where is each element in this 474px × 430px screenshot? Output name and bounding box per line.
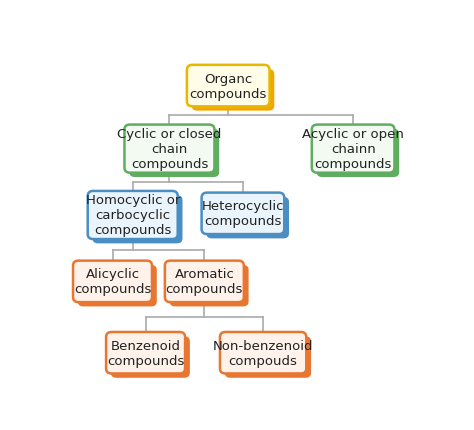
FancyBboxPatch shape (225, 337, 311, 378)
FancyBboxPatch shape (92, 196, 182, 244)
FancyBboxPatch shape (201, 193, 284, 234)
FancyBboxPatch shape (73, 261, 152, 302)
FancyBboxPatch shape (78, 265, 157, 307)
FancyBboxPatch shape (165, 261, 244, 302)
Text: Non-benzenoid
compouds: Non-benzenoid compouds (213, 339, 313, 367)
Text: Heterocyclic
compounds: Heterocyclic compounds (201, 200, 284, 228)
Text: Cyclic or closed
chain
compounds: Cyclic or closed chain compounds (117, 128, 222, 171)
Text: Aromatic
compounds: Aromatic compounds (166, 268, 243, 296)
FancyBboxPatch shape (88, 191, 178, 240)
Text: Organc
compounds: Organc compounds (190, 72, 267, 100)
Text: Benzenoid
compounds: Benzenoid compounds (107, 339, 184, 367)
FancyBboxPatch shape (206, 197, 289, 239)
FancyBboxPatch shape (191, 70, 274, 111)
Text: Alicyclic
compounds: Alicyclic compounds (74, 268, 151, 296)
FancyBboxPatch shape (106, 332, 185, 374)
Text: Acyclic or open
chainn
compounds: Acyclic or open chainn compounds (302, 128, 404, 171)
FancyBboxPatch shape (187, 66, 270, 107)
FancyBboxPatch shape (111, 337, 190, 378)
FancyBboxPatch shape (312, 125, 394, 173)
FancyBboxPatch shape (317, 129, 399, 178)
FancyBboxPatch shape (220, 332, 306, 374)
FancyBboxPatch shape (129, 129, 219, 178)
Text: Homocyclic or
carbocyclic
compounds: Homocyclic or carbocyclic compounds (85, 194, 180, 237)
FancyBboxPatch shape (170, 265, 249, 307)
FancyBboxPatch shape (125, 125, 214, 173)
